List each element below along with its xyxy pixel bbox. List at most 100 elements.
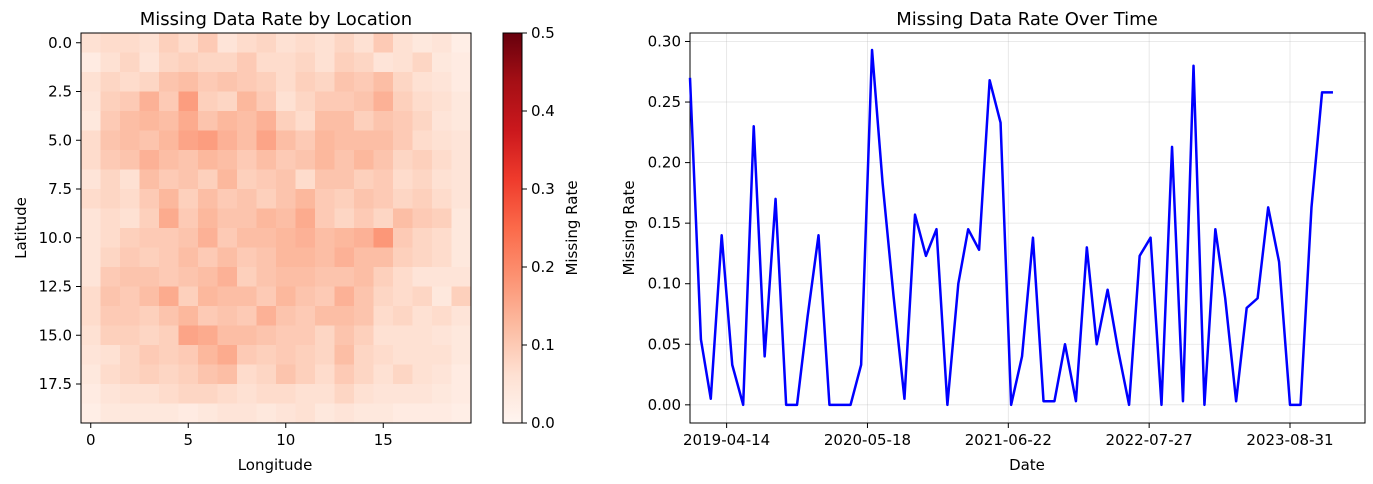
heatmap-cell [81,130,101,151]
heatmap-cell [373,345,394,365]
line-x-tick-label: 2022-07-27 [1106,431,1193,449]
heatmap-cell [354,247,374,268]
heatmap-cell [81,364,101,385]
heatmap-cell [159,208,179,229]
heatmap-cell [334,169,355,190]
heatmap-cell [295,72,316,92]
heatmap-cell [256,384,277,404]
heatmap-cell [315,208,335,229]
heatmap-cell [432,286,452,307]
heatmap-cell [139,345,160,365]
heatmap-cell [217,72,238,92]
heatmap-cell [295,150,316,170]
heatmap-cell [159,72,179,92]
heatmap-cell [120,111,140,131]
heatmap-cell [178,364,199,385]
heatmap-cell [334,403,355,424]
heatmap-cell [237,247,257,268]
line-chart-grid [690,33,1365,423]
heatmap-cell [373,208,394,229]
heatmap-cell [276,111,296,131]
line-x-axis-label: Date [1009,456,1045,474]
heatmap-cell [354,169,374,190]
heatmap-cell [256,267,277,287]
heatmap-cell [217,364,238,385]
heatmap-cell [100,72,121,92]
missing-rate-line [688,48,1333,407]
heatmap-cell [412,169,433,190]
heatmap-cell [159,228,179,248]
heatmap-cell [432,325,452,346]
heatmap-cell [451,150,472,170]
heatmap-cell [295,247,316,268]
heatmap-cell [276,345,296,365]
heatmap-cell [412,364,433,385]
heatmap-cell [276,91,296,112]
heatmap-cell [159,169,179,190]
heatmap-cell [334,267,355,287]
heatmap-cell [315,325,335,346]
heatmap-cell [159,33,179,53]
heatmap-cell [276,208,296,229]
heatmap-cell [276,52,296,73]
heatmap-cell [120,150,140,170]
heatmap-cell [139,91,160,112]
heatmap-cell [412,403,433,424]
heatmap-cell [295,130,316,151]
heatmap-cell [295,306,316,326]
heatmap-cell [412,111,433,131]
heatmap-cell [256,403,277,424]
heatmap-cell [256,130,277,151]
heatmap-cell [217,228,238,248]
heatmap-cell [100,91,121,112]
heatmap-cell [139,403,160,424]
colorbar-label: Missing Rate [563,180,581,275]
heatmap-cell [295,286,316,307]
heatmap-cell [334,286,355,307]
heatmap-cell [139,208,160,229]
colorbar-tick-label: 0.1 [531,336,555,354]
heatmap-cell [315,33,335,53]
heatmap-cell [354,91,374,112]
heatmap-cell [412,345,433,365]
heatmap-cell [393,150,413,170]
heatmap-cell [354,267,374,287]
heatmap-cell [373,247,394,268]
heatmap-cell [412,228,433,248]
heatmap-cell [159,130,179,151]
heatmap-cell [198,33,218,53]
heatmap-cell [100,189,121,209]
heatmap-cell [81,403,101,424]
heatmap-cell [373,189,394,209]
heatmap-cell [100,325,121,346]
heatmap-panel: Missing Data Rate by Location 0 5 10 15 0.0… [12,9,472,474]
heatmap-cell [354,72,374,92]
colorbar-tick-label: 0.5 [531,24,555,42]
line-y-tick-label: 0.30 [648,32,681,50]
heatmap-cell [354,111,374,131]
heatmap-cell [256,52,277,73]
heatmap-cell [412,150,433,170]
heatmap-cell [295,384,316,404]
heatmap-cell [178,286,199,307]
heatmap-cell [373,111,394,131]
heatmap-cell [217,52,238,73]
heatmap-cell [81,52,101,73]
heatmap-cell [393,286,413,307]
heatmap-cell [373,306,394,326]
heatmap-cell [217,306,238,326]
heatmap-cell [237,325,257,346]
heatmap-cell [315,91,335,112]
heatmap-cell [334,91,355,112]
heatmap-cell [159,286,179,307]
heatmap-cell [432,111,452,131]
heatmap-cell [81,325,101,346]
heatmap-cell [295,169,316,190]
heatmap-title: Missing Data Rate by Location [140,9,412,30]
heatmap-cell [139,52,160,73]
heatmap-cell [81,189,101,209]
line-y-axis-label: Missing Rate [620,180,638,275]
heatmap-cell [432,169,452,190]
heatmap-cell [432,228,452,248]
heatmap-cell [432,72,452,92]
